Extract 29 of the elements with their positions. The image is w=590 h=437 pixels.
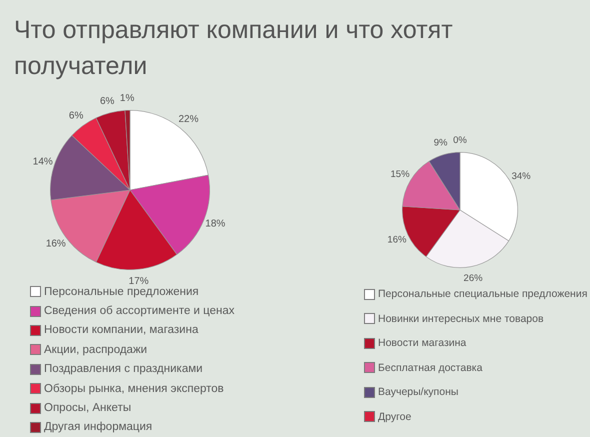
legend-label: Поздравления с праздниками <box>44 363 203 376</box>
legend-label: Сведения об ассортименте и ценах <box>44 305 235 318</box>
data-label: 26% <box>464 273 484 284</box>
legend-label: Акции, распродажи <box>44 344 148 356</box>
data-label: 6% <box>68 110 84 122</box>
legend-label: Ваучеры/купоны <box>378 386 458 398</box>
legend-label: Другая информация <box>44 421 152 434</box>
data-label: 14% <box>32 156 53 168</box>
legend-label: Персональные специальные предложения <box>378 288 588 300</box>
chart-title: Что отправляют компании и что хотят получатели <box>14 15 454 82</box>
legend-label: Опросы, Анкеты <box>44 402 132 414</box>
legend-label: Новости компании, магазина <box>44 324 198 336</box>
legend-label: Обзоры рынка, мнения экспертов <box>44 382 224 395</box>
legend-label: Персональные предложения <box>44 286 199 298</box>
data-label: 34% <box>512 171 532 182</box>
legend-label: Новости магазина <box>378 337 466 350</box>
legend-label: Другое <box>378 410 412 423</box>
data-label: 17% <box>128 276 149 288</box>
legend-label: Новинки интересных мне товаров <box>378 312 544 325</box>
data-label: 22% <box>178 114 199 126</box>
data-label: 15% <box>390 169 410 180</box>
data-label: 16% <box>387 234 407 246</box>
legend-label: Бесплатная доставка <box>378 362 482 374</box>
data-label: 18% <box>205 218 226 230</box>
data-label: 6% <box>100 96 115 107</box>
text: 0% <box>453 134 467 146</box>
data-label: 1% <box>120 93 134 104</box>
data-label: 16% <box>46 238 66 250</box>
data-label: 9% <box>434 138 448 149</box>
